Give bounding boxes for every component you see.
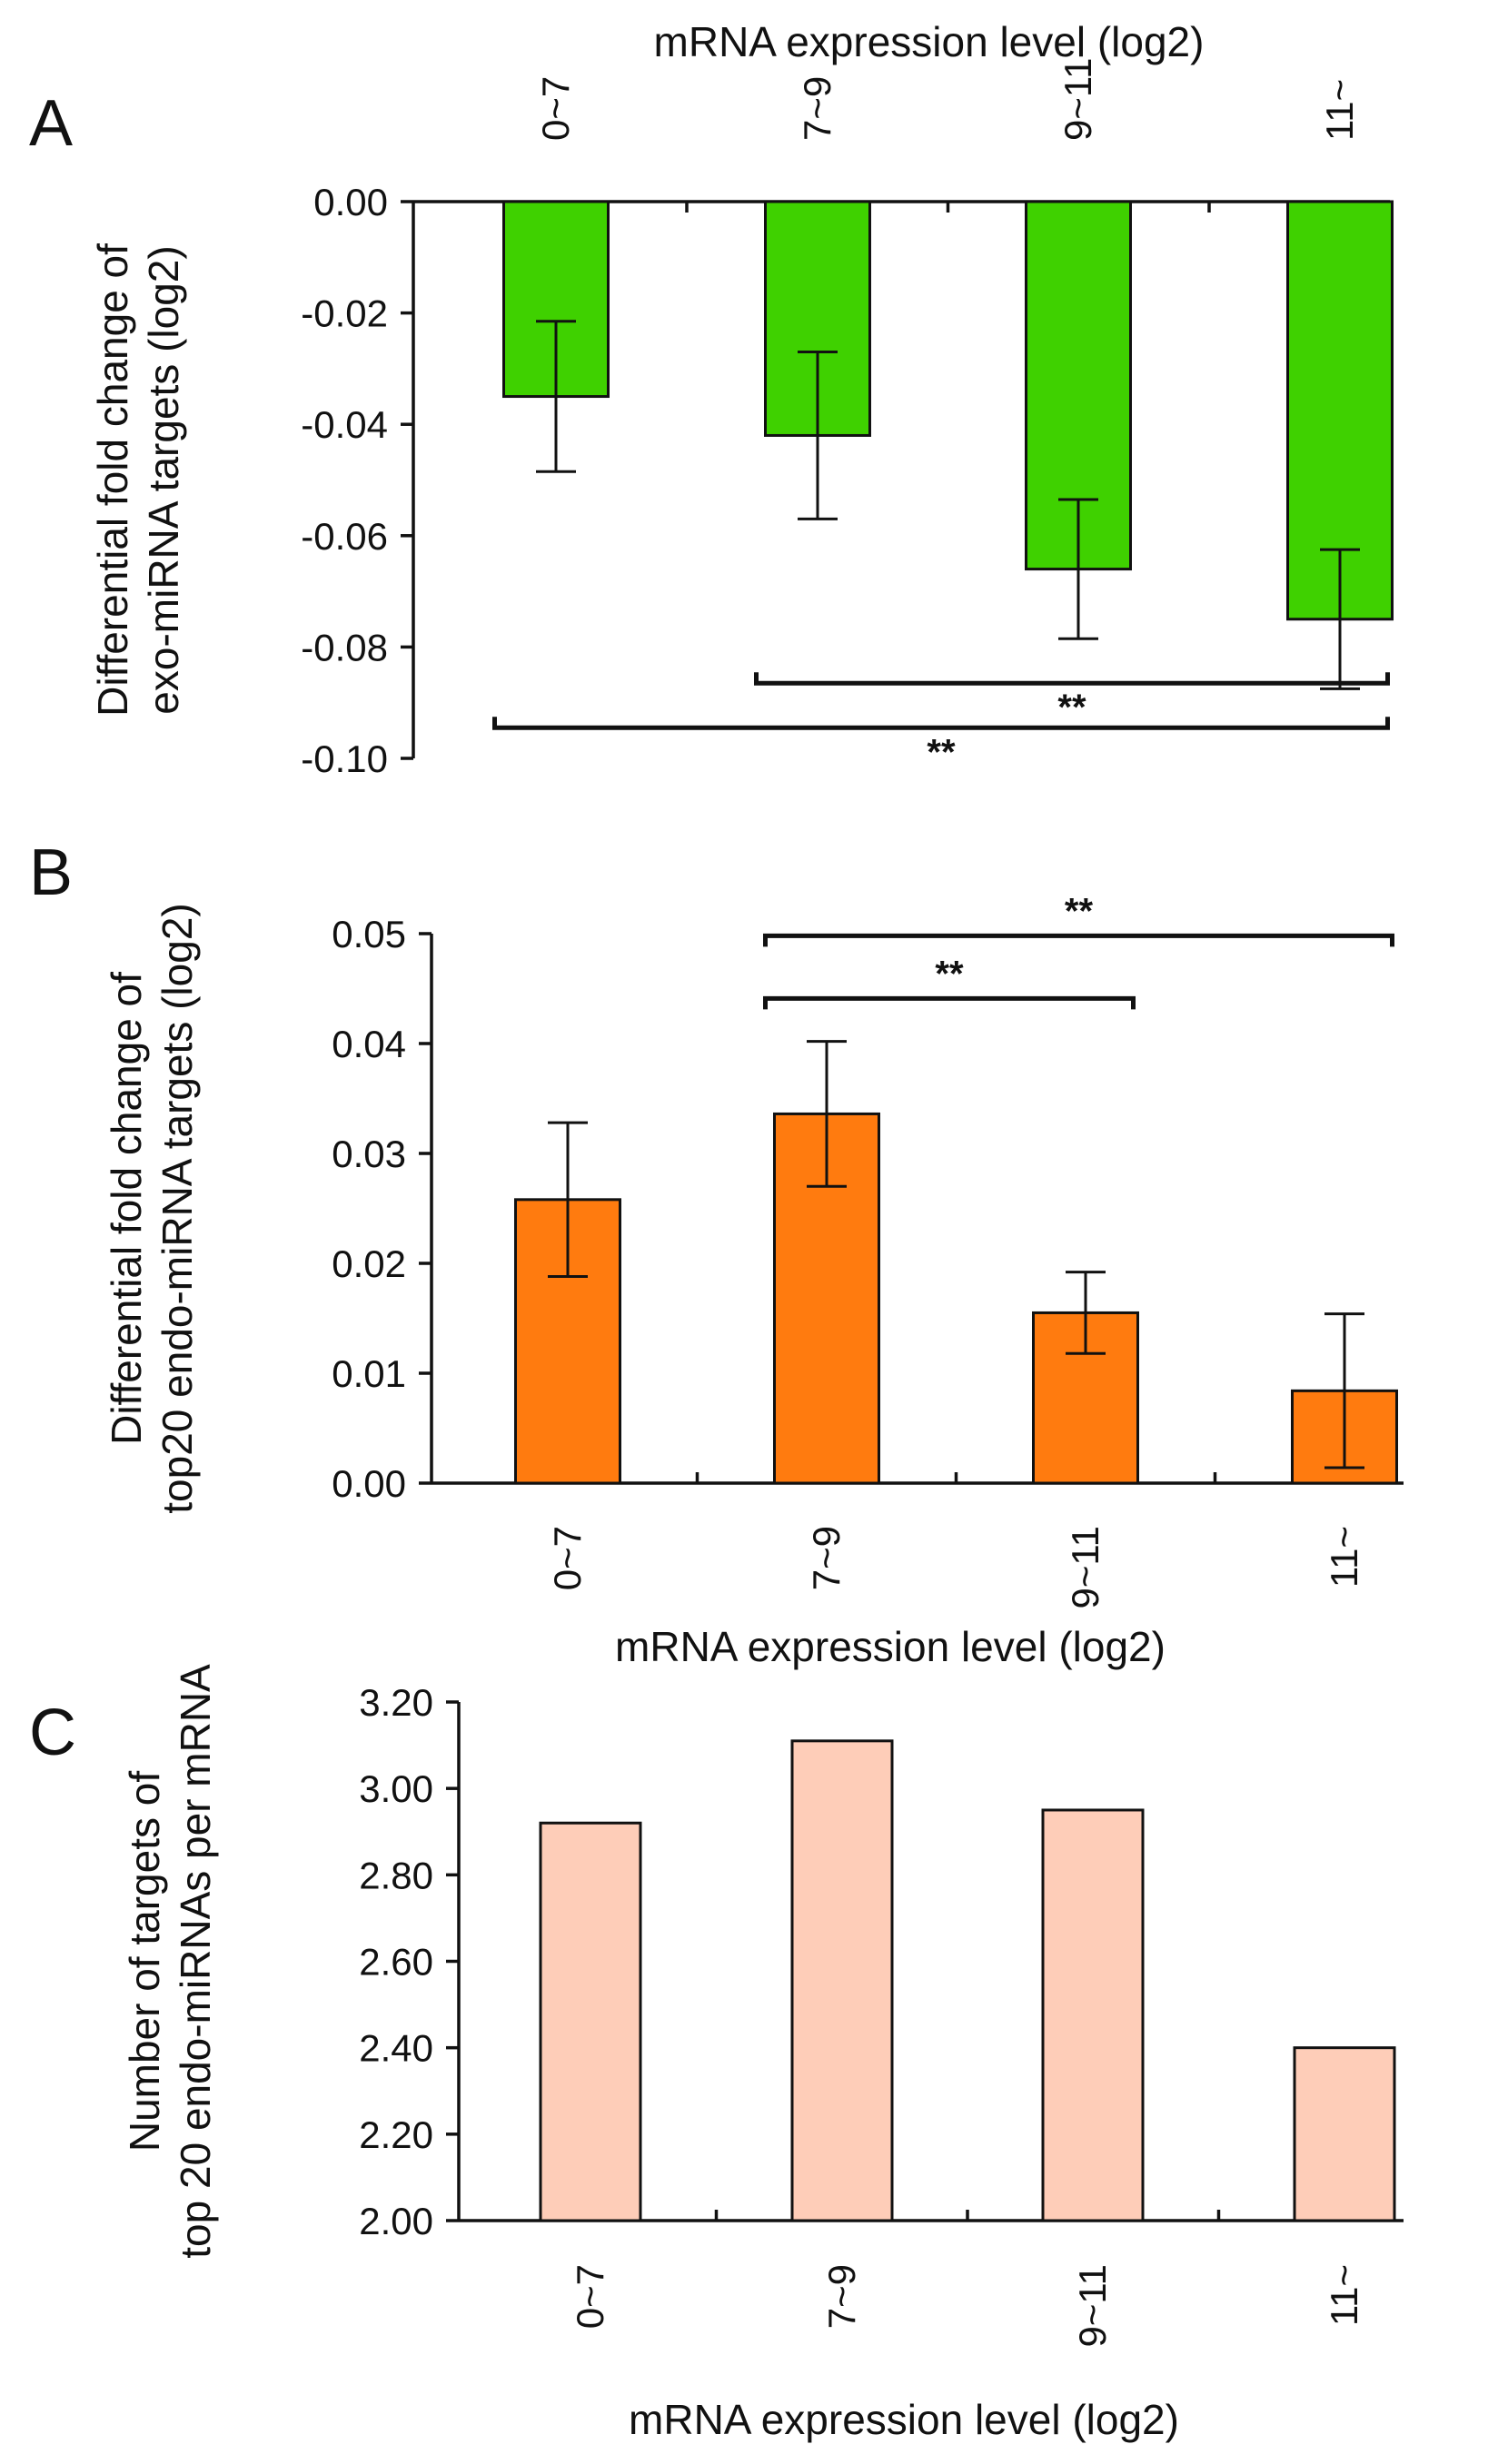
panel-c-bar (539, 1821, 642, 2222)
panel-b-y-tick-label: 0.05 (332, 913, 406, 955)
panel-b-significance-bracket (763, 933, 1394, 947)
panel-c-y-tick-label: 3.20 (359, 1681, 433, 1724)
panel-b-y-tick-label: 0.03 (332, 1133, 406, 1175)
panel-b-significance-label: ** (935, 954, 964, 994)
panel-a-y-axis-label: exo-miRNA targets (log2) (140, 245, 187, 714)
panel-c-y-tick-label: 2.20 (359, 2113, 433, 2156)
panel-a-y-tick-label: -0.02 (301, 292, 388, 335)
panel-a-y-tick-label: -0.06 (301, 515, 388, 558)
panel-c-y-tick-label: 2.60 (359, 1941, 433, 1984)
panel-c-y-axis-label: Number of targets of (121, 1771, 168, 2152)
panel-b-category-label: 9~11 (1064, 1526, 1106, 1609)
panel-a-category-label: 11~ (1318, 79, 1361, 141)
panel-b-x-axis-label: mRNA expression level (log2) (615, 1623, 1166, 1670)
panel-a-significance-bracket (492, 717, 1390, 730)
panel-b-y-tick-label: 0.02 (332, 1242, 406, 1285)
panel-b-y-tick-label: 0.00 (332, 1462, 406, 1505)
panel-c-y-axis-label: top 20 endo-miRNAs per mRNA (172, 1664, 219, 2259)
panel-c-y-tick-label: 2.00 (359, 2200, 433, 2242)
panel-b-category-label: 0~7 (546, 1526, 589, 1590)
panel-a-y-axis-label: Differential fold change of (89, 243, 136, 717)
panel-a-significance-label: ** (1057, 688, 1086, 727)
panel-c-category-label: 9~11 (1071, 2264, 1114, 2348)
panel-b-letter: B (29, 836, 73, 909)
panel-a-y-tick-label: 0.00 (313, 181, 388, 223)
panel-c-category-label: 7~9 (820, 2264, 863, 2329)
panel-c-chart: C 2.00 2.20 2.40 2.60 2.80 3.00 3.20 0~7 7~9 9~11… (29, 1664, 1404, 2443)
panel-a-category-label: 9~11 (1057, 58, 1099, 142)
panel-c-y-tick-label: 2.80 (359, 1854, 433, 1896)
panel-c-y-tick-label: 2.40 (359, 2027, 433, 2070)
panel-b-y-axis-label: Differential fold change of (103, 972, 150, 1445)
panel-b-category-label: 7~9 (805, 1526, 848, 1590)
panel-b-chart: B 0.00 0.01 0.02 0.03 0.04 0.05 0~7 7~9 9~11 11~ *… (29, 836, 1404, 1670)
panel-a-y-tick-label: -0.04 (301, 403, 388, 446)
panel-a-category-label: 0~7 (534, 76, 577, 141)
panel-c-category-label: 0~7 (569, 2264, 611, 2329)
panel-a-title: mRNA expression level (log2) (654, 18, 1205, 65)
panel-a-y-tick-label: -0.10 (301, 737, 388, 780)
panel-a-significance-label: ** (927, 732, 956, 772)
panel-b-category-label: 11~ (1323, 1526, 1365, 1588)
panel-a-significance-bracket (754, 672, 1390, 686)
panel-c-bar (790, 1739, 894, 2222)
panel-b-y-axis-label: top20 endo-miRNA targets (log2) (154, 903, 201, 1513)
panel-a-chart: A 0.00 -0.02 -0.04 -0.06 -0.08 -0.10 0~7 7~9 9~1… (29, 18, 1394, 780)
panel-c-letter: C (29, 1697, 76, 1769)
panel-c-x-axis-label: mRNA expression level (log2) (629, 2396, 1179, 2443)
panel-c-bar (1293, 2046, 1396, 2222)
panel-c-bar (1041, 1808, 1145, 2222)
panel-a-y-tick-label: -0.08 (301, 626, 388, 668)
panel-c-category-label: 11~ (1323, 2264, 1365, 2326)
panel-b-significance-label: ** (1065, 891, 1094, 931)
panel-a-letter: A (29, 87, 73, 160)
panel-b-significance-bracket (763, 995, 1136, 1010)
panel-b-y-tick-label: 0.01 (332, 1352, 406, 1395)
panel-b-y-tick-label: 0.04 (332, 1023, 406, 1065)
panel-c-y-tick-label: 3.00 (359, 1767, 433, 1810)
panel-a-category-label: 7~9 (796, 76, 838, 141)
